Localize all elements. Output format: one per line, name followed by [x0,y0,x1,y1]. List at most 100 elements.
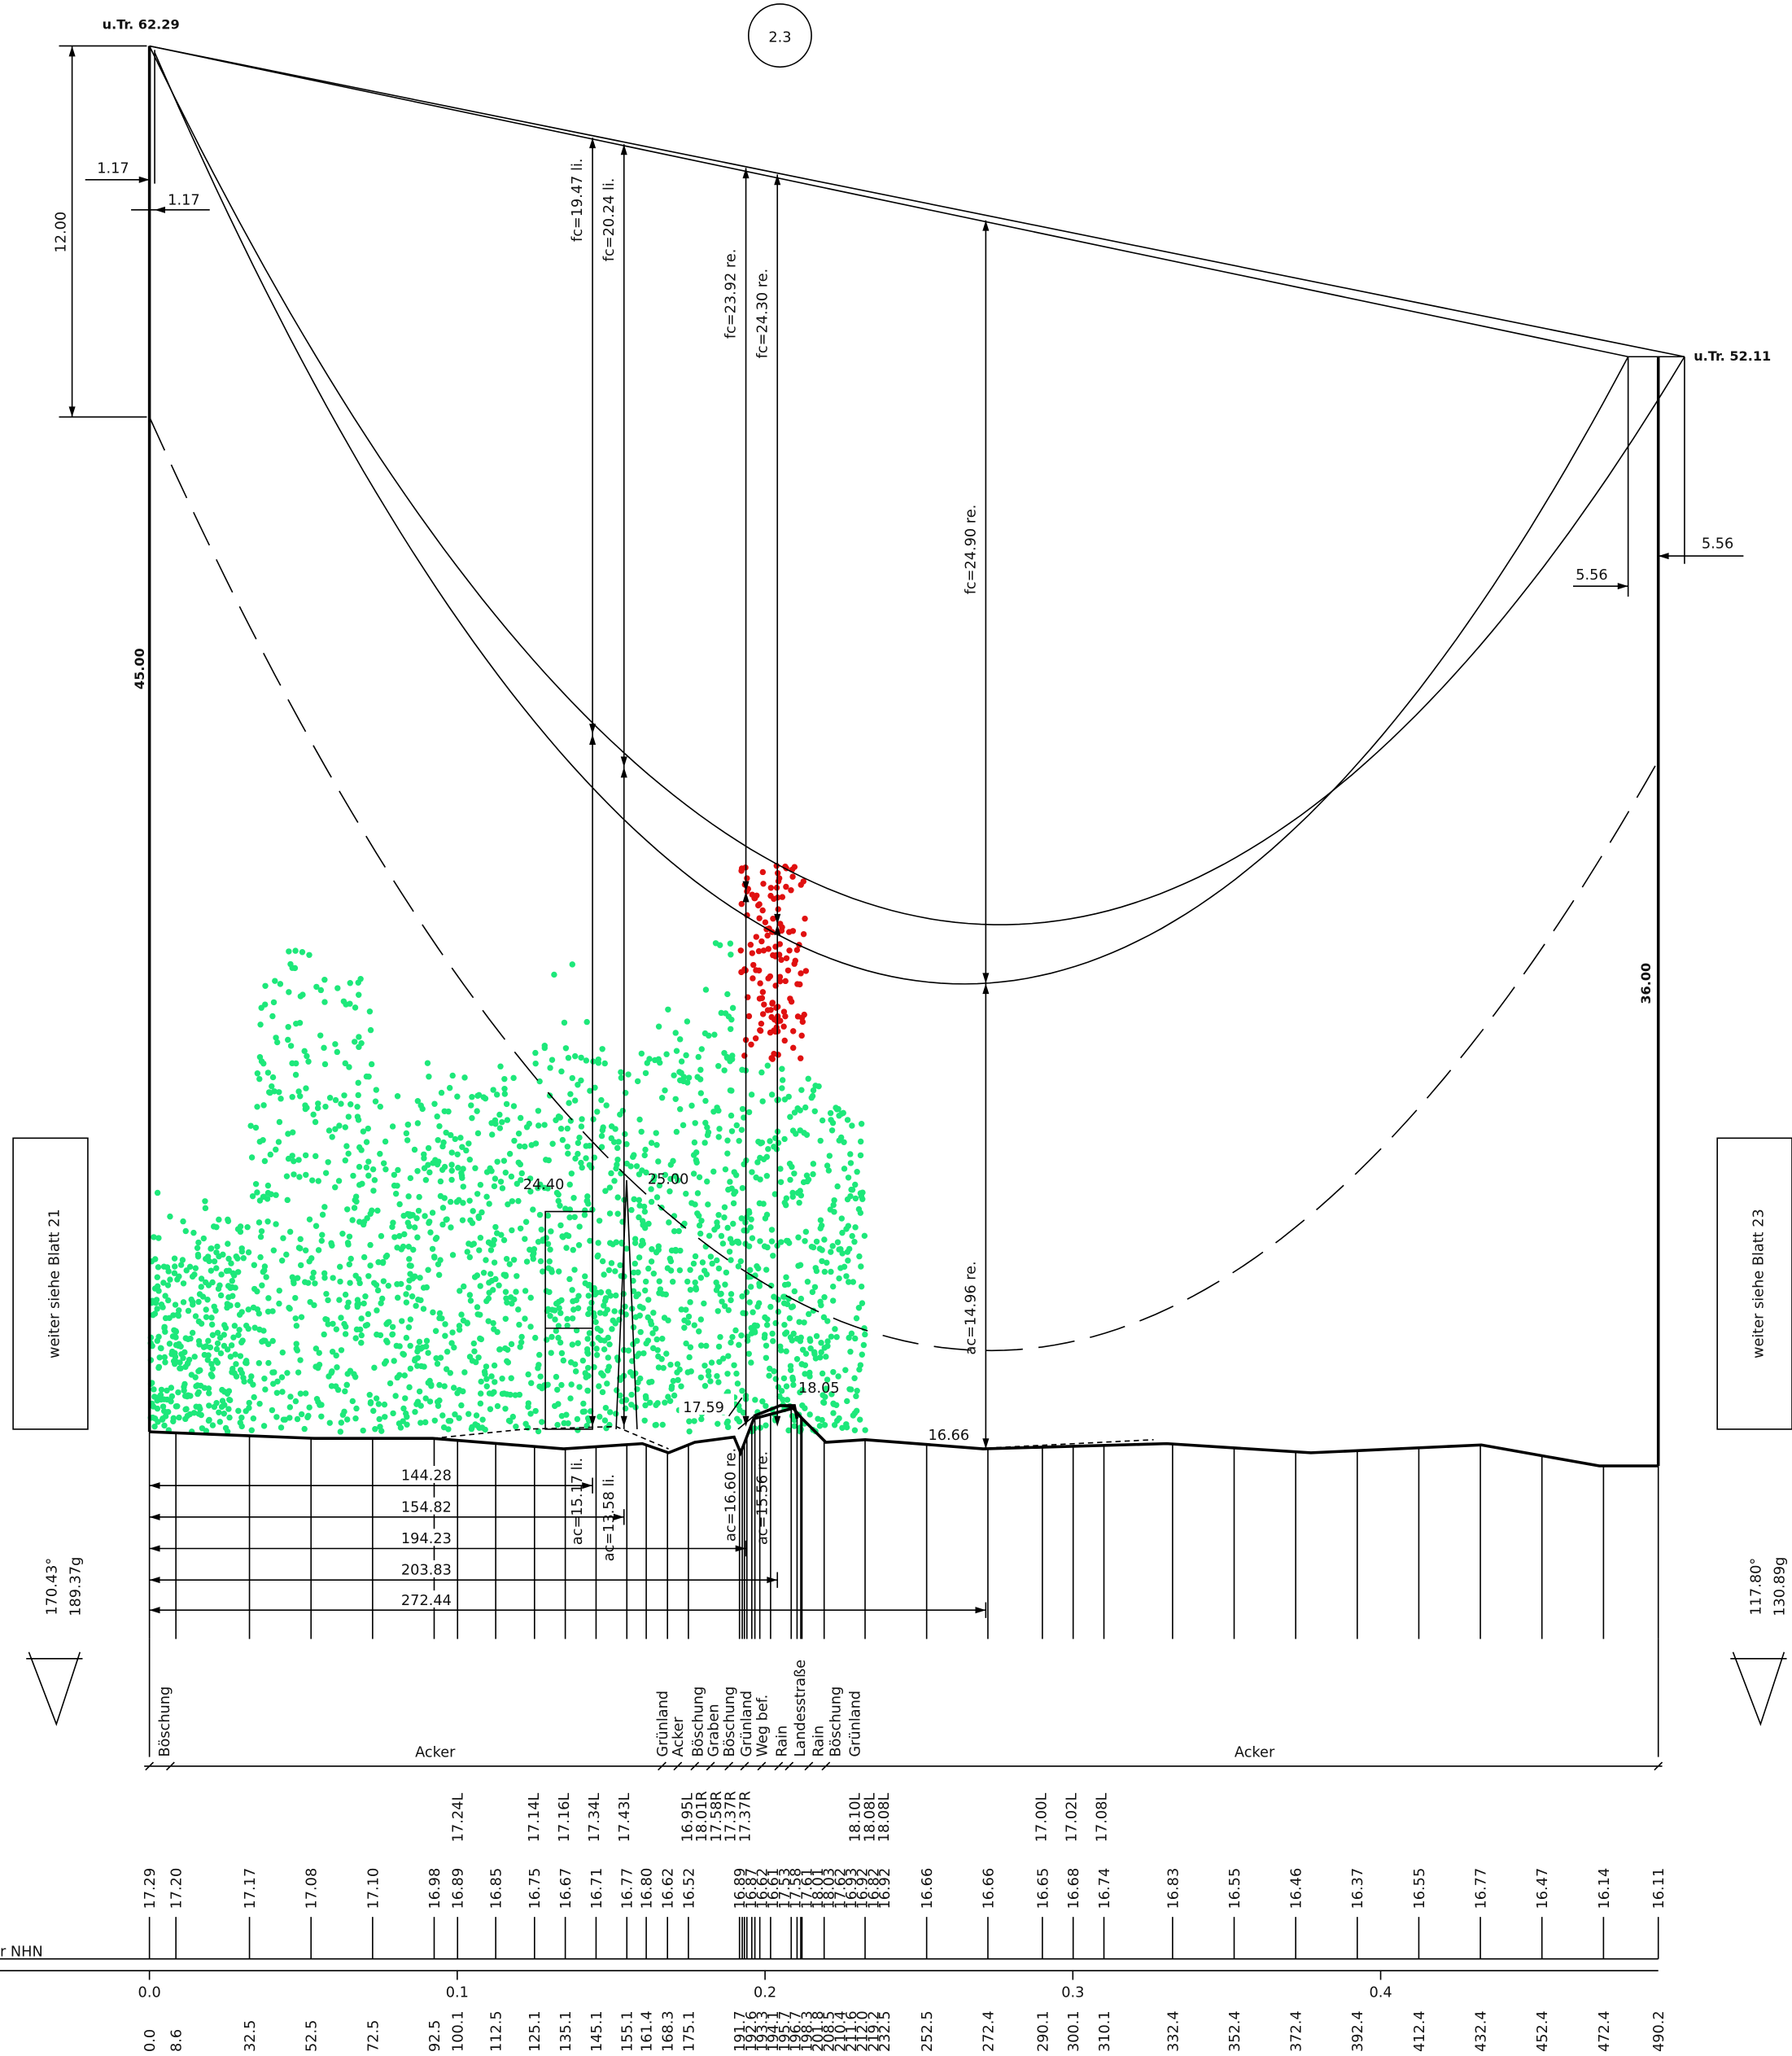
tree [434,1113,440,1120]
tree [592,1084,598,1091]
tree [549,1333,555,1341]
tree [176,1414,182,1421]
tree [480,1270,487,1276]
tree [349,1217,356,1223]
tree [777,1179,785,1185]
tree [736,1418,743,1425]
tree [269,1308,276,1315]
tree [536,1211,544,1218]
tree [254,1189,260,1196]
tree [641,1208,649,1215]
tree [306,1404,313,1411]
tree [303,1085,309,1091]
tree-conflict [767,885,775,891]
tree [471,1274,479,1280]
tree [532,1049,539,1056]
tree [435,1158,442,1165]
tree [579,1357,587,1364]
tree [525,1400,532,1406]
tree [747,1266,754,1274]
tree [264,1218,271,1225]
tree [564,1144,571,1150]
station: 290.1 [1035,2010,1051,2052]
tree [653,1336,660,1343]
tree [172,1263,178,1270]
tree [213,1345,221,1353]
tree [667,1175,674,1183]
tree [367,1241,374,1249]
tree [845,1175,852,1181]
tree [322,1316,329,1323]
tree [623,1245,630,1252]
tree [763,1422,769,1428]
tree [473,1358,479,1366]
tree [405,1284,412,1291]
tree [693,1149,700,1156]
tree [456,1387,463,1393]
station: 100.1 [451,2010,467,2052]
tree [847,1160,854,1166]
tree [654,1347,661,1354]
tree [728,1026,734,1032]
tree [553,1117,559,1123]
tree [182,1363,189,1371]
tree [357,976,364,982]
tree [365,1125,372,1132]
line [706,1761,715,1771]
elevation: 16.55 [1227,1868,1243,1909]
tree [731,1362,737,1369]
tree [789,1127,797,1134]
tree [697,1090,705,1096]
continuation: weiter siehe Blatt 21 [46,1209,63,1358]
tree [232,1284,238,1291]
tree [238,1339,245,1345]
tree [459,1217,466,1223]
tree [381,1401,388,1408]
tree [251,1262,258,1268]
tree-conflict [789,873,796,880]
station: 472.4 [1597,2010,1613,2052]
elevation: 16.85 [489,1868,505,1909]
tree [234,1269,242,1275]
tree [491,1236,497,1244]
tree [535,1239,542,1245]
tree [802,1104,809,1111]
tree [859,1351,865,1358]
sag-label: fc=19.47 li. [570,158,586,242]
tree [475,1091,483,1099]
tree [714,1372,720,1380]
object [544,1210,593,1430]
tree [830,1368,837,1376]
tree [318,1237,326,1245]
tree [198,1284,204,1290]
tree [705,1201,711,1208]
tree [714,1105,720,1111]
tree [575,1140,582,1146]
tree-conflict [738,868,745,874]
tree [646,1399,653,1406]
tree [413,1215,420,1222]
tree [209,1373,216,1380]
tree [697,1342,705,1349]
tree [183,1406,190,1412]
tree [611,1308,618,1315]
tree [781,1096,789,1103]
tree [702,986,710,993]
station: 252.5 [920,2010,936,2052]
tree [209,1365,216,1372]
elevation: 17.61 [799,1868,815,1909]
tree [509,1300,515,1307]
arrow-head [742,1415,750,1427]
tree [728,1112,735,1119]
tree [161,1354,168,1361]
tree [250,1415,257,1422]
tree [532,1407,539,1415]
tree [387,1380,394,1387]
tree [269,1406,276,1414]
tree [583,1018,590,1026]
tree [571,1097,579,1104]
tree [813,1332,820,1340]
station: 412.4 [1412,2010,1428,2052]
tree [195,1298,202,1306]
tree [458,1172,465,1179]
